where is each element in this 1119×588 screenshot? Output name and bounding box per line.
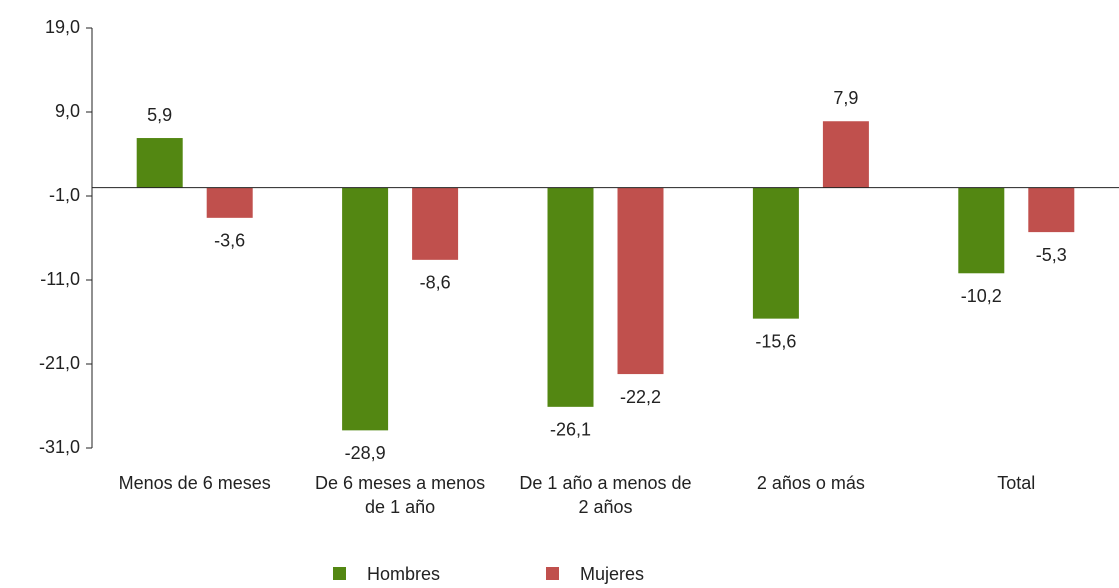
bar bbox=[342, 187, 389, 431]
bar bbox=[752, 187, 799, 319]
value-label: -22,2 bbox=[620, 387, 661, 407]
x-tick-label: Total bbox=[997, 473, 1036, 493]
value-label: -8,6 bbox=[420, 273, 451, 293]
value-label: -3,6 bbox=[214, 231, 245, 251]
y-tick-label: -11,0 bbox=[40, 269, 80, 289]
y-tick-label: -1,0 bbox=[49, 185, 80, 205]
bar bbox=[617, 187, 664, 375]
legend-swatch bbox=[546, 567, 559, 580]
value-label: 7,9 bbox=[833, 88, 858, 108]
y-tick-label: -21,0 bbox=[39, 353, 80, 373]
bar bbox=[958, 187, 1005, 274]
y-tick-label: 19,0 bbox=[45, 17, 80, 37]
y-tick-label: -31,0 bbox=[39, 437, 80, 457]
value-label: 5,9 bbox=[147, 105, 172, 125]
bar bbox=[1028, 187, 1075, 233]
x-tick-label: 2 años o más bbox=[756, 473, 865, 493]
x-tick-label: De 6 meses a menos de 1 año bbox=[315, 473, 486, 517]
bar bbox=[412, 187, 459, 260]
value-label: -28,9 bbox=[345, 443, 386, 463]
x-tick-label: Menos de 6 meses bbox=[118, 473, 271, 493]
bar bbox=[136, 138, 183, 188]
legend-label: Hombres bbox=[367, 564, 440, 584]
bar bbox=[206, 187, 253, 218]
value-label: -15,6 bbox=[755, 331, 796, 351]
y-tick-label: 9,0 bbox=[55, 101, 80, 121]
legend-swatch bbox=[333, 567, 346, 580]
x-tick-label: De 1 año a menos de 2 años bbox=[519, 473, 692, 517]
value-label: -5,3 bbox=[1036, 245, 1067, 265]
value-label: -10,2 bbox=[961, 286, 1002, 306]
value-label: -26,1 bbox=[550, 420, 591, 440]
bar bbox=[547, 187, 594, 407]
bar bbox=[822, 121, 869, 188]
legend-label: Mujeres bbox=[580, 564, 644, 584]
